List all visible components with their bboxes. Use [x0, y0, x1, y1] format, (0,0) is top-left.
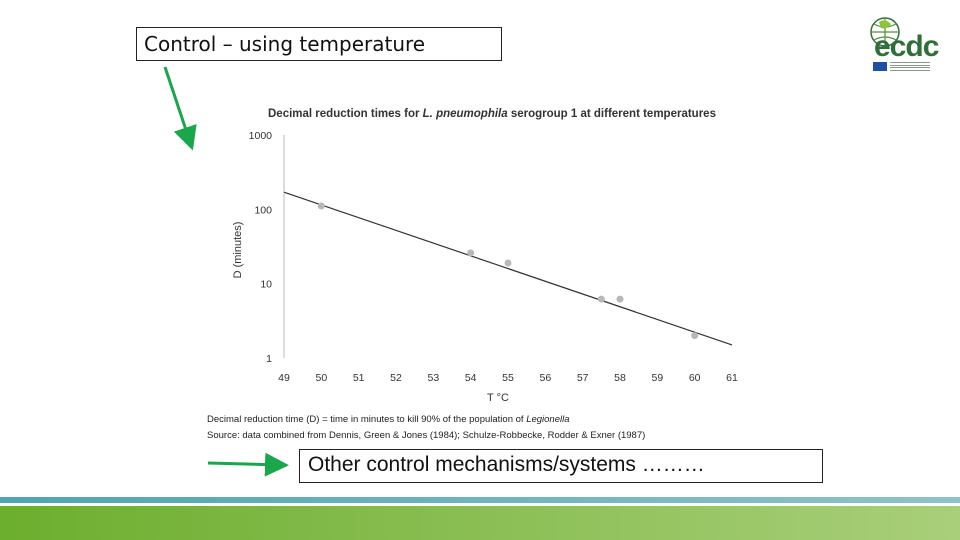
y-tick-label: 1: [266, 353, 272, 365]
chart-note-prefix: Decimal reduction time (D) = time in min…: [207, 414, 527, 425]
y-tick-label: 100: [254, 204, 272, 216]
chart-note-italic: Legionella: [526, 414, 570, 425]
x-tick-label: 57: [577, 372, 589, 384]
eu-flag-icon: [873, 62, 887, 71]
data-point: [597, 295, 605, 303]
chart-note: Decimal reduction time (D) = time in min…: [207, 414, 570, 425]
x-axis-label: T °C: [487, 392, 509, 404]
x-tick-label: 50: [315, 372, 327, 384]
fit-line: [283, 191, 733, 346]
footer-strip-green: [0, 506, 960, 540]
x-tick-label: 53: [427, 372, 439, 384]
x-tick-label: 61: [726, 372, 738, 384]
x-tick-label: 58: [614, 372, 626, 384]
x-tick-label: 56: [539, 372, 551, 384]
y-tick-label: 1000: [249, 130, 273, 142]
data-point: [616, 295, 624, 303]
y-tick-label: 10: [260, 279, 272, 291]
x-tick-label: 54: [465, 372, 477, 384]
ecdc-globe-icon: [870, 17, 900, 47]
chart-source: Source: data combined from Dennis, Green…: [207, 430, 646, 441]
right-arrow: [207, 452, 289, 477]
x-tick-label: 52: [390, 372, 402, 384]
data-point: [467, 249, 475, 257]
ecdc-logo-text: ecdc: [874, 30, 939, 63]
footer-strip-teal: [0, 497, 960, 503]
x-tick-label: 59: [651, 372, 663, 384]
chart-title-suffix: serogroup 1 at different temperatures: [507, 108, 716, 120]
data-point: [691, 332, 699, 340]
chart-title: Decimal reduction times for L. pneumophi…: [268, 108, 716, 120]
data-point: [317, 202, 325, 210]
y-axis-label: D (minutes): [232, 222, 244, 279]
x-tick-label: 60: [689, 372, 701, 384]
chart-title-prefix: Decimal reduction times for: [268, 108, 423, 120]
x-tick-label: 51: [353, 372, 365, 384]
chart-title-italic: L. pneumophila: [422, 108, 508, 120]
x-tick-label: 49: [278, 372, 290, 384]
logo-subtitle-lines: [890, 62, 930, 71]
down-arrow: [163, 66, 197, 151]
bottom-text-box: Other control mechanisms/systems ………: [299, 449, 823, 483]
slide-heading: Control – using temperature: [136, 27, 502, 61]
x-tick-label: 55: [502, 372, 514, 384]
data-point: [504, 259, 512, 267]
